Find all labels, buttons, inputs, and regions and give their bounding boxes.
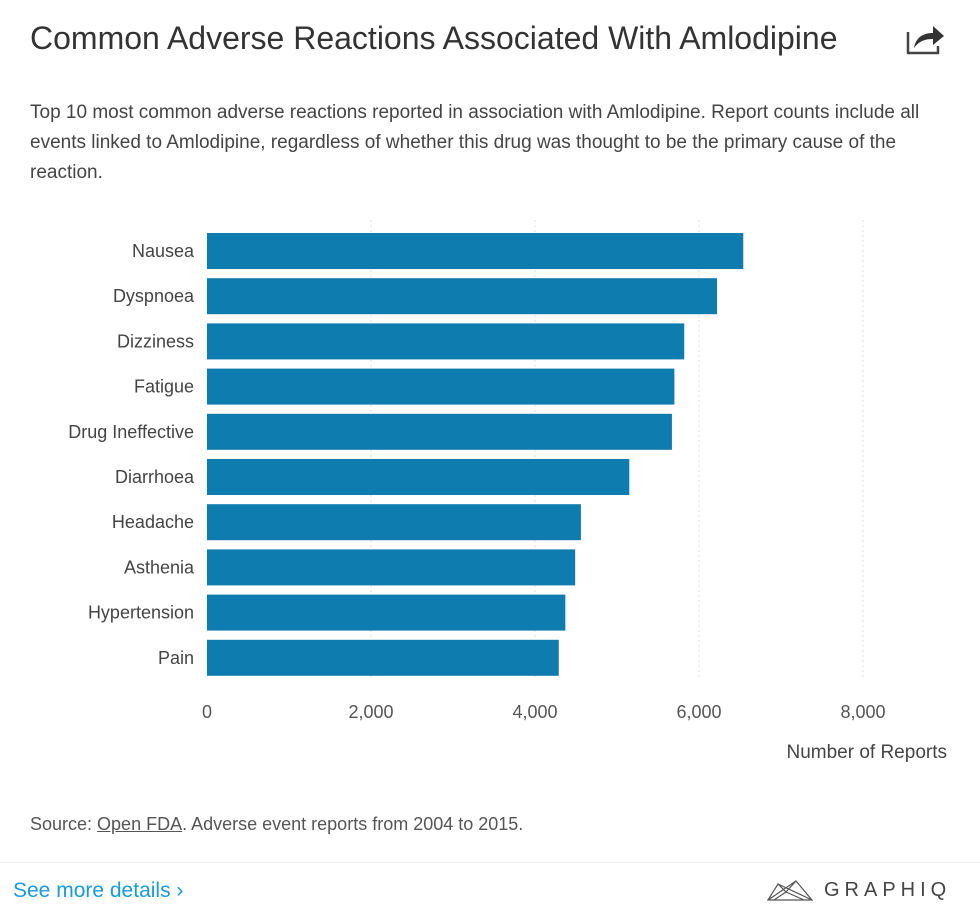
- x-tick-label: 8,000: [840, 702, 885, 722]
- x-tick-label: 2,000: [348, 702, 393, 722]
- category-label: Hypertension: [88, 603, 194, 623]
- chart-subtitle: Top 10 most common adverse reactions rep…: [30, 102, 920, 183]
- bar-drug-ineffective: [207, 413, 672, 450]
- category-label: Fatigue: [134, 377, 194, 397]
- chart-title: Common Adverse Reactions Associated With…: [30, 20, 838, 56]
- x-tick-label: 0: [202, 702, 212, 722]
- divider: [0, 862, 980, 863]
- see-more-details-link[interactable]: See more details ›: [13, 879, 184, 902]
- bar-nausea: [207, 233, 744, 269]
- open-fda-link[interactable]: Open FDA: [97, 814, 183, 834]
- category-label: Dizziness: [117, 331, 194, 351]
- category-label: Drug Ineffective: [68, 422, 194, 442]
- logo-text: GRAPHIQ: [824, 878, 952, 901]
- share-icon[interactable]: [905, 22, 945, 56]
- bar-dyspnoea: [207, 278, 718, 315]
- category-label: Asthenia: [124, 557, 195, 577]
- bar-hypertension: [207, 594, 566, 631]
- x-axis-label: Number of Reports: [786, 742, 947, 763]
- graphiq-logo: GRAPHIQ: [766, 878, 951, 902]
- bar-diarrhoea: [207, 459, 630, 495]
- source-prefix: Source:: [30, 814, 98, 834]
- category-label: Nausea: [132, 241, 195, 261]
- bar-pain: [207, 639, 559, 676]
- bar-fatigue: [207, 368, 675, 405]
- x-tick-label: 6,000: [676, 702, 721, 722]
- bar-chart: 0 2,000 4,000 6,000 8,000 Nausea Dyspnoea Dizzi…: [68, 220, 947, 763]
- category-label: Diarrhoea: [115, 467, 195, 487]
- x-tick-label: 4,000: [512, 702, 557, 722]
- bar-headache: [207, 504, 581, 541]
- source-suffix: . Adverse event reports from 2004 to 201…: [182, 814, 524, 834]
- category-label: Pain: [158, 648, 194, 668]
- bar-asthenia: [207, 549, 576, 586]
- category-label: Dyspnoea: [113, 286, 195, 306]
- graphiq-mountain-icon: [766, 880, 814, 901]
- bar-dizziness: [207, 323, 685, 360]
- category-label: Headache: [112, 512, 194, 532]
- source-note: Source: Open FDA. Adverse event reports …: [30, 814, 523, 835]
